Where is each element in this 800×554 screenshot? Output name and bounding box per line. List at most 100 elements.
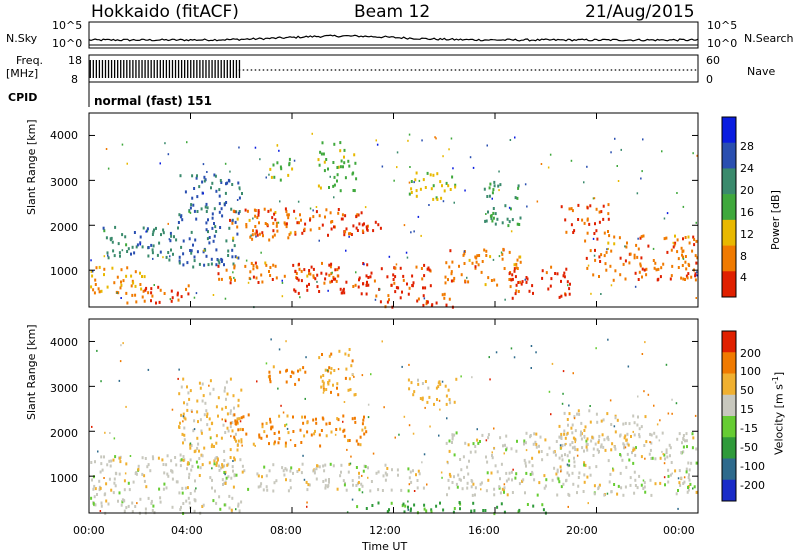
power-cell — [450, 270, 453, 274]
power-noise — [540, 163, 543, 165]
vel-cell — [566, 418, 569, 421]
vel-noise — [209, 437, 212, 440]
power-cell — [593, 232, 596, 235]
vel-noise — [99, 510, 102, 512]
power-noise — [212, 294, 215, 296]
power-cell — [680, 246, 683, 250]
power-cell — [339, 165, 342, 169]
power-cell — [213, 222, 215, 225]
power-noise — [236, 199, 239, 201]
power-cell — [642, 234, 645, 238]
power-cell — [182, 252, 185, 256]
vel-noise — [665, 363, 668, 366]
vel-cell — [343, 483, 346, 487]
vel-cell — [211, 478, 213, 482]
vel-cell — [675, 492, 678, 496]
power-cell — [605, 250, 608, 254]
power-cell — [423, 263, 426, 267]
vel-cell — [234, 419, 237, 423]
vel-cell — [336, 382, 339, 386]
power-cell — [656, 278, 659, 282]
power-cell — [289, 231, 292, 235]
vel-cell — [260, 482, 263, 486]
vel-cell — [681, 441, 683, 445]
vel-cell — [337, 393, 340, 397]
power-noise — [624, 245, 626, 248]
power-cell — [513, 267, 516, 271]
power-cell — [323, 169, 326, 173]
vel-cell — [402, 502, 405, 506]
power-cell — [248, 218, 251, 222]
vel-cell — [638, 474, 641, 478]
vel-cell — [110, 488, 113, 492]
vel-cell — [596, 448, 599, 452]
vel-cell — [188, 472, 191, 476]
power-cell — [449, 188, 452, 191]
power-cell — [228, 226, 231, 230]
power-cell — [528, 289, 531, 293]
vel-cell — [94, 503, 97, 507]
power-cb-swatch — [722, 271, 736, 298]
vel-cell — [580, 430, 582, 434]
vel-noise — [322, 391, 325, 394]
power-cell — [178, 261, 181, 265]
power-cell — [348, 164, 351, 168]
vel-cell — [285, 478, 287, 482]
vel-cell — [653, 431, 656, 435]
power-cell — [501, 221, 504, 225]
power-cb-tick-16: 16 — [740, 206, 754, 219]
vel-cell — [568, 450, 571, 454]
vel-cell — [500, 462, 503, 466]
xtick-4: 16:00 — [468, 524, 500, 537]
power-noise — [162, 256, 164, 259]
power-cell — [124, 235, 127, 239]
vel-cell — [206, 415, 208, 418]
vel-cell — [143, 479, 146, 483]
vel-cell — [500, 502, 503, 506]
power-noise — [508, 206, 511, 209]
vel-cell — [186, 462, 189, 466]
vel-cell — [606, 412, 609, 416]
power-cell — [362, 282, 364, 286]
vel-cell — [182, 412, 185, 416]
vel-cell — [480, 481, 483, 485]
vel-cell — [223, 471, 226, 474]
vel-cell — [586, 437, 589, 441]
vel-cell — [557, 477, 560, 481]
vel-cell — [545, 478, 548, 482]
power-noise — [107, 167, 110, 170]
vel-cell — [655, 435, 658, 439]
vel-cell — [692, 436, 695, 440]
power-noise — [692, 152, 694, 155]
vel-cell — [654, 482, 657, 486]
power-noise — [492, 258, 495, 261]
power-cell — [181, 218, 184, 222]
vel-cell — [344, 376, 347, 380]
vel-cell — [278, 414, 281, 418]
vel-noise — [235, 508, 237, 511]
power-cell — [633, 253, 636, 257]
vel-cell — [510, 470, 513, 474]
power-cell — [182, 263, 185, 267]
power-cell — [95, 266, 98, 270]
vel-noise — [408, 424, 411, 427]
power-cell — [599, 260, 602, 263]
vel-cell — [195, 460, 198, 464]
vel-noise — [96, 349, 98, 352]
power-cell — [693, 238, 696, 241]
vel-cell — [107, 502, 110, 506]
power-cell — [219, 179, 222, 182]
power-cell — [159, 250, 162, 254]
vel-cell — [94, 487, 97, 491]
vel-cell — [642, 487, 645, 490]
vel-cell — [261, 422, 264, 426]
vel-cell — [93, 495, 96, 499]
vel-cell — [569, 443, 572, 447]
power-cell — [151, 233, 154, 236]
power-noise — [168, 238, 171, 241]
vel-cell — [648, 452, 651, 456]
power-cell — [178, 213, 181, 217]
vel-cell — [531, 472, 534, 476]
vel-noise — [491, 451, 493, 454]
vel-cell — [328, 366, 331, 370]
